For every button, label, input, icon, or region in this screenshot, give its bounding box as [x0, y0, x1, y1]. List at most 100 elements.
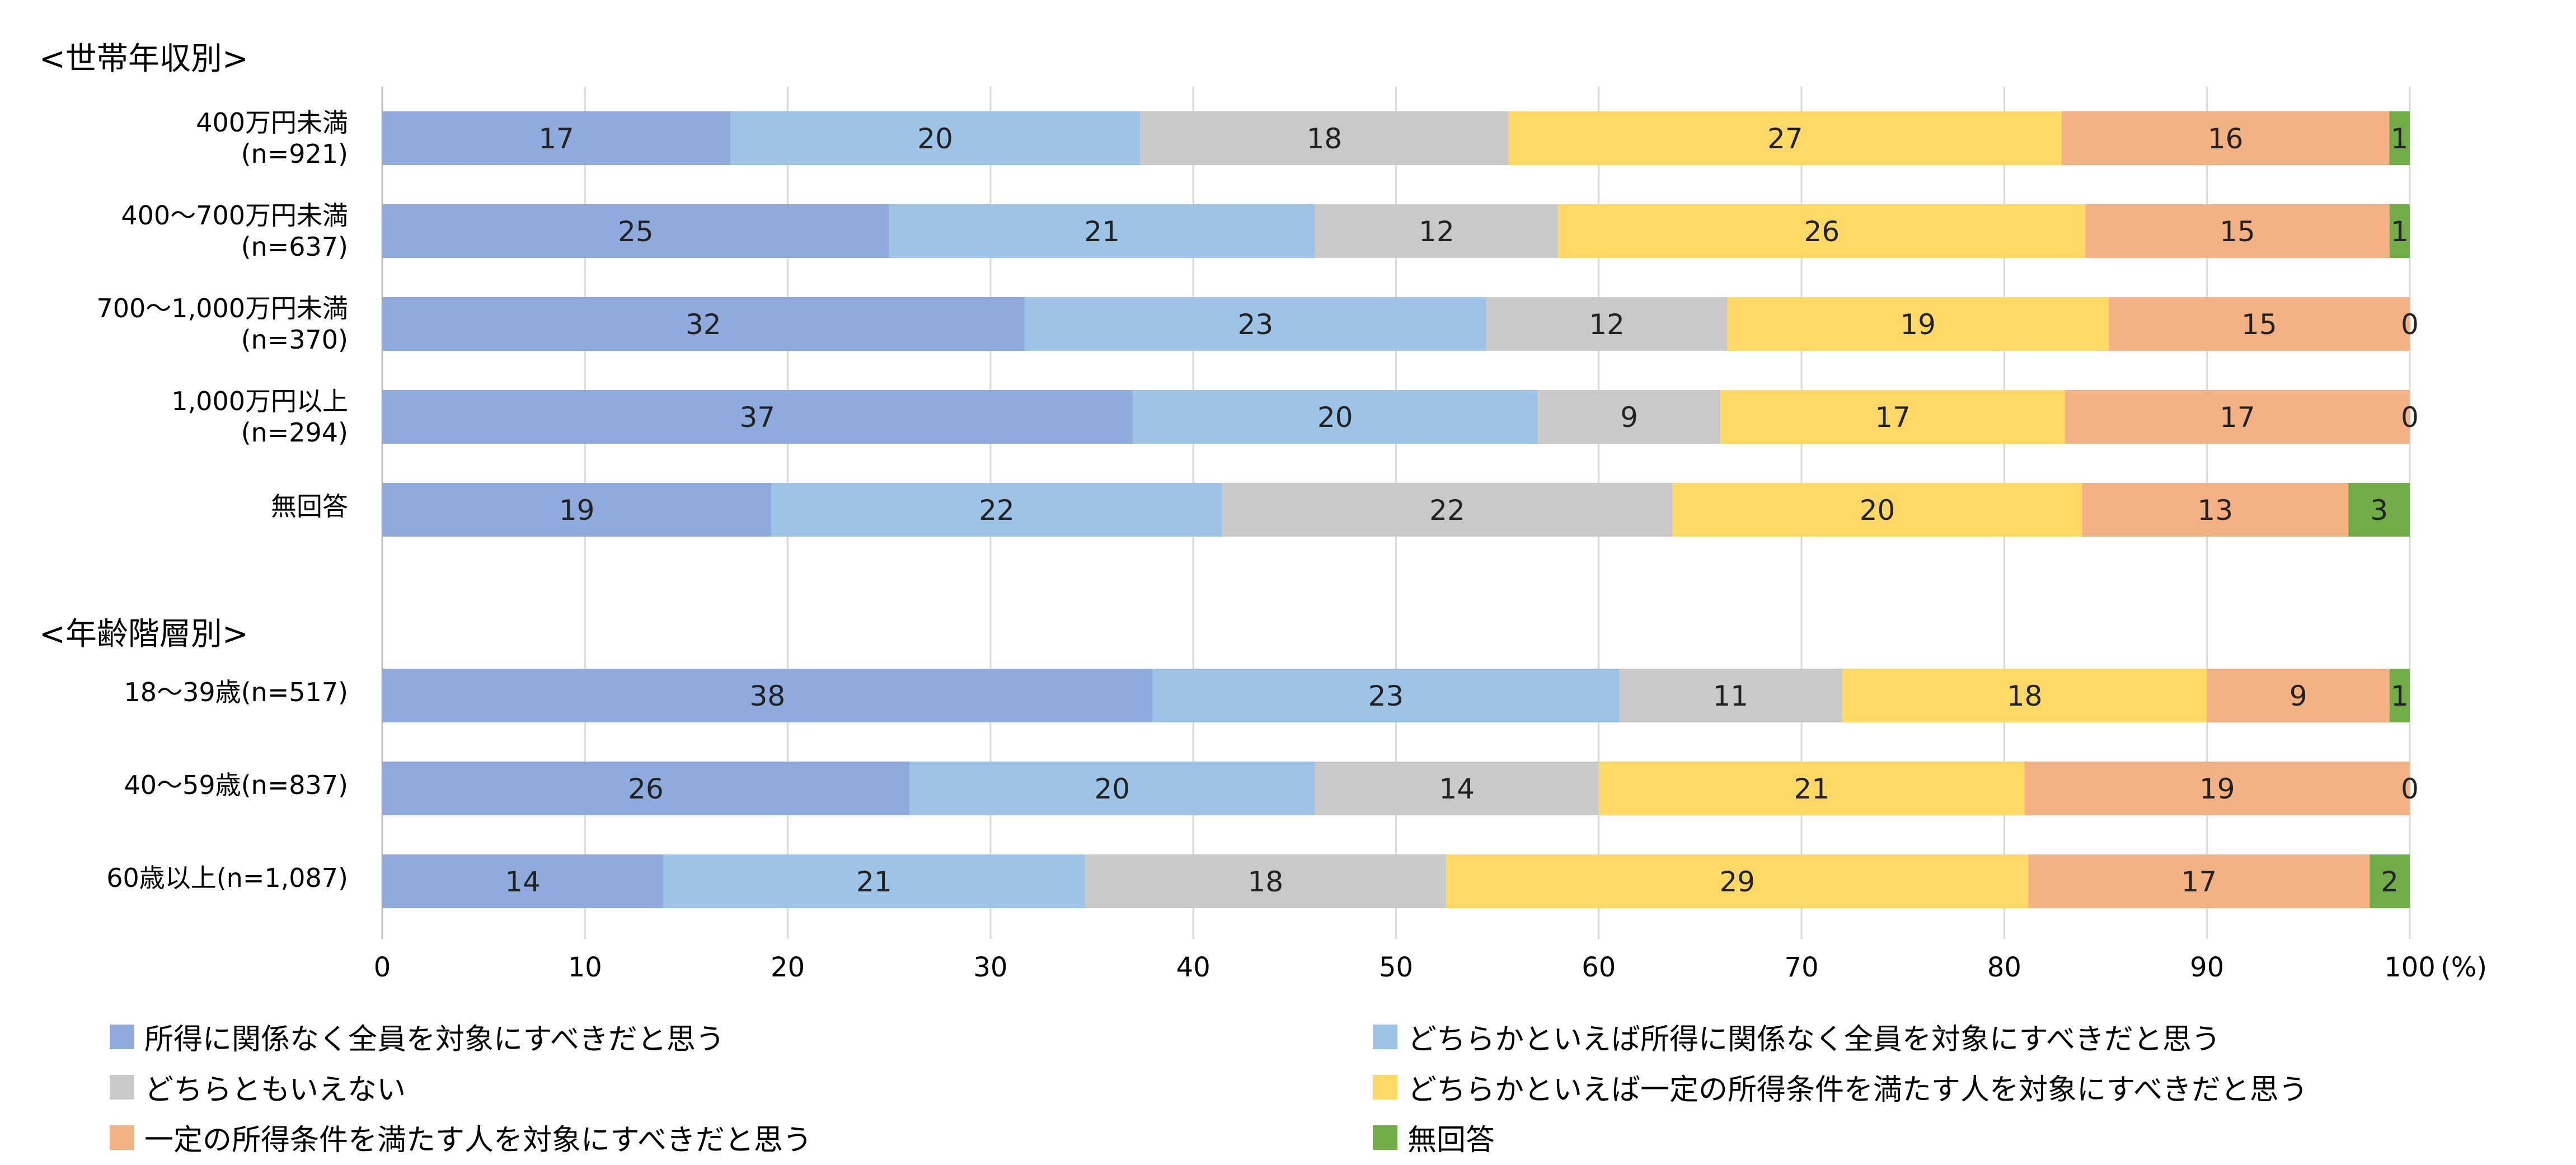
category-label: (n=637) — [241, 232, 348, 262]
bar-segment — [1085, 854, 1447, 908]
legend-swatch-5 — [110, 1125, 134, 1150]
bar-segment — [382, 390, 1133, 444]
x-tick-label: 80 — [1987, 952, 2021, 983]
bar-segment — [2207, 669, 2390, 722]
bar-segment — [889, 204, 1315, 258]
data-label: 12 — [1419, 215, 1454, 248]
x-axis-unit: (%) — [2441, 952, 2487, 983]
data-label: 9 — [2289, 680, 2307, 712]
bar-segment — [382, 111, 731, 165]
legend-item-5: 一定の所得条件を満たす人を対象にすべきだと思う — [110, 1116, 812, 1158]
category-label: 60歳以上(n=1,087) — [106, 863, 348, 893]
group-title-income: <世帯年収別> — [39, 41, 248, 77]
bar-segment — [1672, 483, 2082, 537]
data-label: 21 — [856, 866, 892, 898]
bar-segment — [771, 483, 1222, 537]
data-label: 18 — [1307, 123, 1343, 155]
data-label: 1 — [2391, 123, 2409, 155]
bar-segment — [2348, 483, 2410, 537]
data-label: 17 — [2220, 401, 2255, 434]
bar-segment — [1842, 669, 2207, 722]
data-label: 12 — [1589, 308, 1625, 341]
legend-item-1: 所得に関係なく全員を対象にすべきだと思う — [110, 1016, 725, 1058]
data-label: 19 — [559, 494, 595, 527]
legend-swatch-6 — [1373, 1125, 1397, 1150]
bar-segment — [1140, 111, 1509, 165]
x-tick-label: 10 — [568, 952, 602, 983]
bar-segment — [382, 854, 664, 908]
legend-label-6: 無回答 — [1407, 1124, 1495, 1157]
category-label: 1,000万円以上 — [171, 386, 348, 416]
bar-segment — [1315, 204, 1559, 258]
data-label: 22 — [979, 494, 1015, 527]
bar-segment — [1132, 390, 1538, 444]
bar-segment — [1538, 390, 1721, 444]
bar-segment — [382, 297, 1025, 351]
x-tick-label: 100 — [2384, 952, 2436, 983]
data-label: 9 — [1620, 401, 1638, 434]
bar-segment — [2085, 204, 2390, 258]
category-label: (n=921) — [241, 139, 348, 169]
bar-segment — [2369, 854, 2410, 908]
x-tick-label: 20 — [771, 952, 805, 983]
data-label: 18 — [2007, 680, 2043, 712]
bar-segment — [382, 762, 909, 815]
data-label: 0 — [2401, 308, 2419, 341]
x-tick-label: 70 — [1785, 952, 1819, 983]
group-title-age: <年齢階層別> — [39, 616, 248, 652]
category-label: 400万円未満 — [196, 107, 348, 138]
bar-segment — [2082, 483, 2349, 537]
data-label: 16 — [2208, 123, 2244, 155]
data-label: 17 — [538, 123, 574, 155]
bar-segment — [382, 483, 772, 537]
bar-segment — [1315, 762, 1599, 815]
data-label: 26 — [1804, 215, 1840, 248]
x-tick-label: 60 — [1582, 952, 1616, 983]
bar-segment — [2108, 297, 2410, 351]
bar-segment — [382, 204, 889, 258]
data-label: 1 — [2391, 215, 2409, 248]
data-label: 3 — [2370, 494, 2388, 527]
bar-segment — [1152, 669, 1620, 722]
bar-segment — [2389, 669, 2410, 722]
bar-segment — [2389, 204, 2410, 258]
bar-segment — [1619, 669, 1842, 722]
data-label: 27 — [1767, 123, 1803, 155]
x-tick-label: 40 — [1176, 952, 1210, 983]
legend-label-2: どちらかといえば所得に関係なく全員を対象にすべきだと思う — [1407, 1023, 2221, 1056]
data-label: 22 — [1429, 494, 1465, 527]
legend-swatch-3 — [110, 1074, 134, 1100]
data-label: 19 — [1900, 308, 1936, 341]
data-label: 25 — [618, 215, 654, 248]
legend-item-2: どちらかといえば所得に関係なく全員を対象にすべきだと思う — [1373, 1016, 2221, 1058]
legend-swatch-2 — [1373, 1024, 1397, 1049]
data-label: 26 — [628, 773, 664, 805]
bar-segment — [1446, 854, 2029, 908]
category-label: 400～700万円未満 — [121, 200, 348, 231]
bar-segment — [2065, 390, 2410, 444]
bar-segment — [730, 111, 1141, 165]
data-label: 38 — [750, 680, 786, 712]
bar-segment — [1024, 297, 1486, 351]
data-label: 29 — [1719, 866, 1755, 898]
category-label: 40～59歳(n=837) — [124, 770, 348, 800]
data-label: 0 — [2401, 401, 2419, 434]
category-label: (n=370) — [241, 325, 348, 355]
data-label: 15 — [2241, 308, 2277, 341]
bar-segment — [1486, 297, 1728, 351]
data-label: 15 — [2220, 215, 2255, 248]
category-label: 18～39歳(n=517) — [124, 677, 348, 707]
legend-swatch-1 — [110, 1024, 134, 1049]
data-label: 19 — [2199, 773, 2235, 805]
x-tick-label: 30 — [973, 952, 1007, 983]
x-tick-label: 90 — [2190, 952, 2224, 983]
data-label: 11 — [1712, 680, 1748, 712]
bar-segment — [663, 854, 1085, 908]
data-label: 23 — [1368, 680, 1404, 712]
bar-segment — [1598, 762, 2025, 815]
bar-segment — [2389, 111, 2410, 165]
data-label: 2 — [2381, 866, 2399, 898]
category-label: (n=294) — [241, 417, 348, 448]
data-label: 14 — [1439, 773, 1475, 805]
data-label: 37 — [739, 401, 775, 434]
